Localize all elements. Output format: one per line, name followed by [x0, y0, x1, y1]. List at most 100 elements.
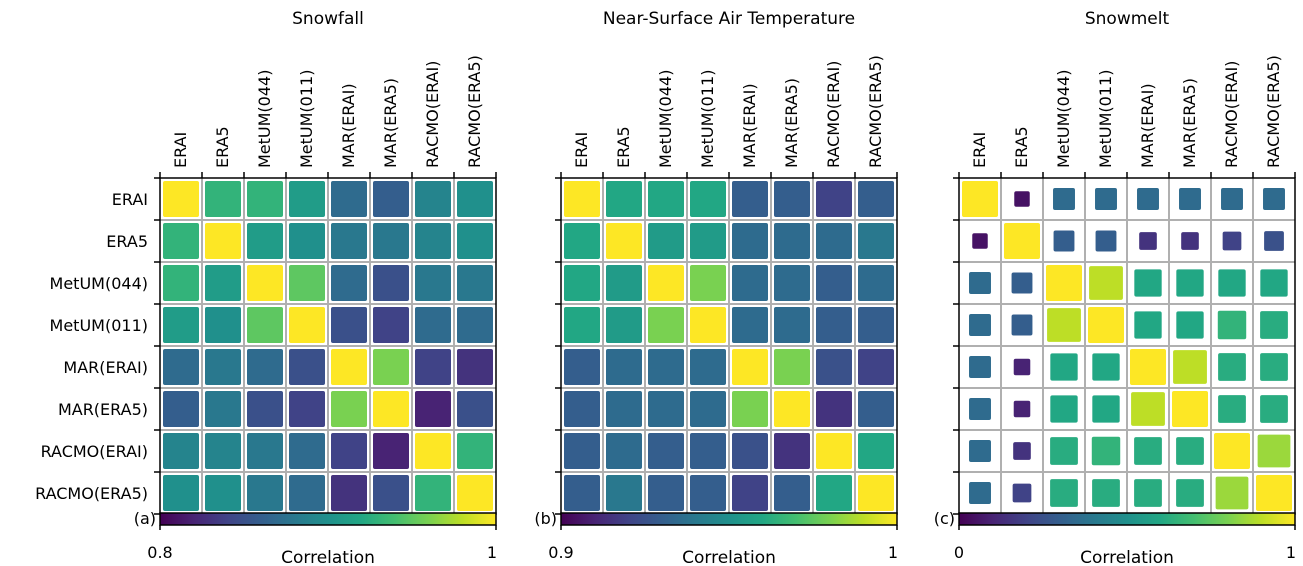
heatmap-cell [289, 223, 325, 259]
panel-label: (a) [134, 509, 156, 528]
column-label: MAR(ERA5) [782, 78, 801, 168]
heatmap-cell [289, 391, 325, 427]
heatmap-cell [205, 181, 241, 217]
heatmap-cell [247, 265, 283, 301]
column-label: MAR(ERA5) [381, 78, 400, 168]
heatmap-cell [690, 223, 726, 259]
heatmap-cell [564, 307, 600, 343]
heatmap-cell [1053, 230, 1075, 252]
heatmap-cell [969, 440, 991, 462]
heatmap-cell [606, 433, 642, 469]
heatmap-cell [648, 307, 684, 343]
heatmap-cell [606, 307, 642, 343]
heatmap-cell [690, 181, 726, 217]
heatmap-cell [331, 433, 367, 469]
column-label: RACMO(ERA5) [866, 55, 885, 168]
heatmap-cell [331, 223, 367, 259]
heatmap-cell [1260, 395, 1288, 423]
colorbar-min-label: 0.8 [147, 543, 172, 562]
column-label: MAR(ERAI) [740, 83, 759, 168]
heatmap-cell [858, 307, 894, 343]
heatmap-cell [732, 181, 768, 217]
heatmap-cell [457, 265, 493, 301]
heatmap-cell [1176, 479, 1204, 507]
heatmap-cell [816, 223, 852, 259]
heatmap-cell [205, 391, 241, 427]
heatmap-cell [732, 349, 768, 385]
heatmap-cell [816, 433, 852, 469]
heatmap-cell [415, 349, 451, 385]
heatmap-cell [858, 433, 894, 469]
heatmap-cell [1215, 476, 1249, 510]
heatmap-cell [457, 223, 493, 259]
heatmap-cell [373, 265, 409, 301]
heatmap-cell [331, 181, 367, 217]
heatmap-cell [858, 349, 894, 385]
heatmap-cell [774, 433, 810, 469]
panel-a: Snowfall ERAI ERA5 MetUM(044) MetUM(011) MAR(… [35, 9, 497, 566]
heatmap-cell [163, 223, 199, 259]
heatmap-cell [331, 307, 367, 343]
heatmap-cell [1130, 349, 1166, 385]
heatmap-cell [1013, 442, 1031, 460]
heatmap-cell [648, 433, 684, 469]
heatmap-cell [289, 475, 325, 511]
heatmap-cell [1176, 437, 1204, 465]
heatmap-cell [247, 475, 283, 511]
heatmap-cell [1218, 395, 1246, 423]
heatmap-cell [247, 181, 283, 217]
heatmap-cell [648, 265, 684, 301]
heatmap-cell [331, 391, 367, 427]
heatmap-cell [1092, 395, 1120, 423]
heatmap-cell [205, 475, 241, 511]
heatmap-cell [816, 349, 852, 385]
heatmap-cell [1137, 188, 1159, 210]
heatmap-cell [774, 265, 810, 301]
heatmap-cell [205, 433, 241, 469]
heatmap-cell [1050, 395, 1078, 423]
heatmap-cell [163, 181, 199, 217]
heatmap-cell [331, 265, 367, 301]
heatmap-cell [415, 433, 451, 469]
heatmap-cell [648, 181, 684, 217]
heatmap-cell [858, 265, 894, 301]
heatmap-cell [1088, 307, 1124, 343]
heatmap-cell [373, 223, 409, 259]
heatmap-cell [1013, 358, 1031, 376]
colorbar [560, 512, 898, 526]
row-label: MAR(ERA5) [58, 400, 148, 419]
heatmap-cell [1134, 269, 1162, 297]
colorbar [958, 512, 1296, 526]
column-label: RACMO(ERAI) [824, 61, 843, 168]
heatmap-cell [858, 181, 894, 217]
heatmap-cell [1050, 437, 1078, 465]
heatmap-cell [1179, 188, 1201, 210]
heatmap-cell [1173, 350, 1207, 384]
heatmap-cell [373, 475, 409, 511]
heatmap-cell [1176, 269, 1204, 297]
heatmap-cell [816, 181, 852, 217]
heatmap-cell [648, 475, 684, 511]
heatmap-cell [1046, 265, 1082, 301]
column-label: ERA5 [1012, 126, 1031, 168]
column-label: MAR(ERAI) [1138, 83, 1157, 168]
heatmap-cell [858, 223, 894, 259]
heatmap-cell [289, 349, 325, 385]
heatmap-cell [816, 307, 852, 343]
row-label: MAR(ERAI) [63, 358, 148, 377]
heatmap-cell [1221, 188, 1243, 210]
heatmap-cell [969, 272, 991, 294]
heatmap-cell [1181, 232, 1199, 250]
heatmap-cell [564, 265, 600, 301]
heatmap-cell [816, 475, 852, 511]
row-label: MetUM(011) [50, 316, 148, 335]
heatmap-cell [1217, 310, 1247, 340]
heatmap-cell [1004, 223, 1040, 259]
heatmap-cell [732, 475, 768, 511]
heatmap-cell [816, 391, 852, 427]
column-label: MetUM(044) [1054, 70, 1073, 168]
heatmap-cell [289, 307, 325, 343]
heatmap-cell [606, 265, 642, 301]
panel-title: Near-Surface Air Temperature [603, 9, 855, 29]
